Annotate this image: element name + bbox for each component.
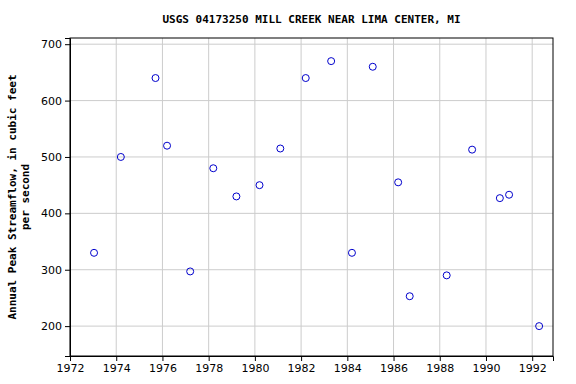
y-tick-label: 300	[41, 264, 62, 277]
x-grid-line	[301, 38, 302, 356]
point	[233, 193, 240, 200]
x-tick-label: 1974	[103, 362, 131, 375]
x-tick-label: 1992	[519, 362, 547, 375]
point	[328, 58, 335, 65]
point	[117, 153, 124, 160]
x-tick: 1978	[195, 356, 223, 375]
y-tick-mark	[65, 213, 70, 214]
y-tick: 500	[41, 151, 70, 164]
y-tick-label: 600	[41, 95, 62, 108]
x-tick-mark	[301, 356, 302, 361]
grid	[70, 38, 553, 356]
x-grid-line	[485, 38, 486, 356]
x-tick-label: 1978	[195, 362, 223, 375]
y-tick-label: 200	[41, 320, 62, 333]
y-axis-title-line: per second	[19, 164, 32, 230]
y-tick-label: 400	[41, 207, 62, 220]
point	[302, 75, 309, 82]
x-tick: 1972	[57, 356, 85, 375]
point	[277, 145, 284, 152]
x-tick-mark	[486, 356, 487, 361]
x-tick-label: 1976	[149, 362, 177, 375]
point	[369, 63, 376, 70]
x-axis: 1972 1974 1976 1978 1980 1982 1984 1986 1988 1990…	[57, 356, 554, 375]
y-grid-line	[70, 213, 553, 214]
plot: 1972 1974 1976 1978 1980 1982 1984 1986 1988 1990…	[41, 38, 554, 375]
x-grid-line	[439, 38, 440, 356]
x-tick-mark	[209, 356, 210, 361]
y-axis-title-line: Annual Peak Streamflow, in cubic feet	[6, 74, 19, 319]
x-tick-mark	[532, 356, 533, 361]
x-tick-label: 1986	[380, 362, 408, 375]
y-tick: 400	[41, 207, 70, 220]
plot-frame	[70, 38, 553, 356]
x-grid-line	[162, 38, 163, 356]
title: USGS 04173250 MILL CREEK NEAR LIMA CENTE…	[162, 13, 460, 26]
x-tick-label: 1990	[472, 362, 500, 375]
point	[506, 191, 513, 198]
x-tick-mark	[255, 356, 256, 361]
x-tick: 1988	[426, 356, 454, 375]
x-tick-label: 1982	[288, 362, 316, 375]
x-tick: 1980	[241, 356, 269, 375]
point	[256, 182, 263, 189]
x-tick: 1974	[103, 356, 131, 375]
x-tick: 1982	[288, 356, 316, 375]
point	[536, 323, 543, 330]
x-tick-mark	[162, 356, 163, 361]
x-tick: 1976	[149, 356, 177, 375]
y-grid-line	[70, 326, 553, 327]
x-grid-line	[116, 38, 117, 356]
x-grid-line	[208, 38, 209, 356]
y-tick: 200	[41, 320, 70, 333]
point	[395, 179, 402, 186]
x-grid-line	[347, 38, 348, 356]
y-tick-label: 500	[41, 151, 62, 164]
y-tick-mark	[65, 44, 70, 45]
y-tick: 300	[41, 264, 70, 277]
y-tick-mark	[65, 101, 70, 102]
x-grid-line	[254, 38, 255, 356]
y-tick-mark	[65, 270, 70, 271]
x-tick-label: 1988	[426, 362, 454, 375]
y-tick: 700	[41, 38, 70, 51]
x-tick-mark	[440, 356, 441, 361]
point	[152, 75, 159, 82]
y-tick-label: 700	[41, 38, 62, 51]
point	[406, 293, 413, 300]
point	[187, 268, 194, 275]
y-tick: 600	[41, 95, 70, 108]
y-axis-title: Annual Peak Streamflow, in cubic feetper…	[6, 74, 32, 319]
x-tick-mark	[116, 356, 117, 361]
y-grid-line	[70, 269, 553, 270]
x-tick-label: 1972	[57, 362, 85, 375]
point	[496, 195, 503, 202]
x-grid-line	[532, 38, 533, 356]
y-tick-mark	[65, 326, 70, 327]
chart: 1972 1974 1976 1978 1980 1982 1984 1986 1988 1990…	[0, 0, 576, 384]
x-tick: 1986	[380, 356, 408, 375]
x-tick-mark	[394, 356, 395, 361]
point	[210, 165, 217, 172]
points	[91, 58, 543, 330]
y-grid-line	[70, 44, 553, 45]
x-tick: 1992	[519, 356, 547, 375]
x-tick: 1990	[472, 356, 500, 375]
point	[443, 272, 450, 279]
x-tick-label: 1984	[334, 362, 362, 375]
point	[91, 249, 98, 256]
point	[164, 142, 171, 149]
y-tick-mark	[65, 157, 70, 158]
y-axis: 200 300 400 500 600 700	[41, 38, 71, 356]
point	[348, 249, 355, 256]
point	[469, 146, 476, 153]
x-tick-label: 1980	[241, 362, 269, 375]
x-axis-line	[71, 357, 554, 362]
x-tick: 1984	[334, 356, 362, 375]
x-tick-mark	[347, 356, 348, 361]
y-grid-line	[70, 156, 553, 157]
y-grid-line	[70, 100, 553, 101]
x-grid-line	[393, 38, 394, 356]
